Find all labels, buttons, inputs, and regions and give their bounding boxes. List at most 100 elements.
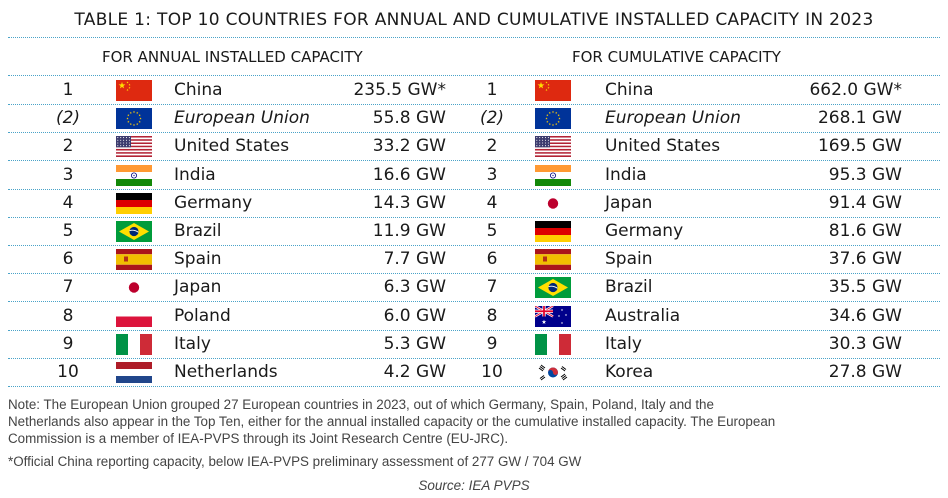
capacity-value: 5.3 GW	[383, 333, 446, 354]
rank: 3	[486, 164, 498, 185]
poland-flag-icon	[116, 305, 152, 327]
country-name: European Union	[174, 108, 310, 129]
capacity-value: 33.2 GW	[372, 136, 446, 157]
source-label: Source: IEA PVPS	[418, 478, 530, 493]
china-flag-icon	[535, 80, 571, 101]
netherlands-flag-icon	[116, 362, 152, 383]
china-flag-icon	[116, 80, 152, 101]
spain-flag-icon	[116, 249, 152, 271]
rank: (2)	[55, 108, 81, 129]
cumulative-row: 9 Italy 30.3 GW	[0, 330, 948, 358]
country-name: Japan	[174, 277, 222, 298]
germany-flag-icon	[535, 221, 571, 242]
row-divider	[8, 273, 940, 275]
country-name: Italy	[605, 333, 642, 354]
cumulative-row: 10 Korea 27.8 GW	[0, 358, 948, 386]
title-divider	[8, 37, 940, 38]
annual-row: 8 Poland 6.0 GW	[0, 302, 948, 330]
capacity-value: 4.2 GW	[383, 362, 446, 382]
row-divider	[8, 132, 940, 134]
rank: 4	[62, 192, 74, 213]
row-divider	[8, 329, 940, 331]
country-name: Spain	[605, 249, 653, 270]
country-name: Korea	[605, 362, 654, 382]
annual-row: 7 Japan 6.3 GW	[0, 273, 948, 301]
rank: 1	[62, 80, 74, 100]
rank: 7	[486, 277, 498, 298]
brazil-flag-icon	[116, 221, 152, 242]
row-divider	[8, 216, 940, 218]
row-divider	[8, 245, 940, 246]
rank: 5	[486, 221, 498, 241]
annual-row: 10 Netherlands 4.2 GW	[0, 358, 948, 386]
capacity-value: 55.8 GW	[372, 108, 446, 129]
country-name: European Union	[605, 108, 741, 129]
annual-header: FOR ANNUAL INSTALLED CAPACITY	[102, 48, 363, 66]
cumulative-row: 5 Germany 81.6 GW	[0, 217, 948, 245]
capacity-value: 95.3 GW	[828, 164, 902, 185]
brazil-flag-icon	[535, 277, 571, 299]
annual-row: 3 India 16.6 GW	[0, 161, 948, 189]
row-divider	[8, 160, 940, 162]
capacity-value: 6.3 GW	[383, 277, 446, 298]
country-name: India	[605, 164, 647, 185]
rank: 6	[62, 249, 74, 270]
cumulative-row: (2) European Union 268.1 GW	[0, 104, 948, 132]
row-divider	[8, 188, 940, 190]
row-divider	[8, 357, 940, 359]
country-name: China	[174, 80, 223, 100]
country-name: United States	[605, 136, 721, 157]
eu-flag-icon	[116, 108, 152, 130]
cumulative-row: 1 China 662.0 GW*	[0, 76, 948, 104]
india-flag-icon	[116, 164, 152, 186]
rank: 2	[62, 136, 74, 157]
cumulative-row: 4 Japan 91.4 GW	[0, 189, 948, 217]
annual-row: 6 Spain 7.7 GW	[0, 245, 948, 273]
rank: 7	[62, 277, 74, 298]
italy-flag-icon	[116, 333, 152, 355]
capacity-value: 268.1 GW	[817, 108, 902, 129]
capacity-value: 91.4 GW	[828, 192, 902, 213]
capacity-value: 16.6 GW	[372, 164, 446, 185]
country-name: Brazil	[605, 277, 653, 298]
country-name: Australia	[605, 305, 681, 326]
capacity-value: 34.6 GW	[828, 305, 902, 326]
country-name: Japan	[605, 192, 653, 213]
country-name: Germany	[174, 192, 253, 213]
capacity-value: 235.5 GW*	[353, 80, 446, 100]
country-name: Netherlands	[174, 362, 278, 382]
cumulative-header: FOR CUMULATIVE CAPACITY	[572, 48, 781, 66]
japan-flag-icon	[116, 277, 152, 299]
rank: 8	[62, 305, 74, 326]
annual-row: 2 United States 33.2 GW	[0, 132, 948, 160]
country-name: Spain	[174, 249, 222, 270]
usa-flag-icon	[535, 136, 571, 158]
rank: 10	[57, 362, 79, 382]
annual-row: 1 China 235.5 GW*	[0, 76, 948, 104]
capacity-value: 169.5 GW	[817, 136, 902, 157]
cumulative-row: 6 Spain 37.6 GW	[0, 245, 948, 273]
note-line-2: Netherlands also appear in the Top Ten, …	[8, 414, 776, 429]
eu-flag-icon	[535, 108, 571, 130]
table-title: TABLE 1: TOP 10 COUNTRIES FOR ANNUAL AND…	[74, 10, 874, 30]
cumulative-row: 2 United States 169.5 GW	[0, 132, 948, 160]
rank: 6	[486, 249, 498, 270]
japan-flag-icon	[535, 192, 571, 214]
capacity-value: 37.6 GW	[828, 249, 902, 270]
row-divider	[8, 301, 940, 303]
usa-flag-icon	[116, 136, 152, 158]
capacity-value: 35.5 GW	[828, 277, 902, 298]
rank: 2	[486, 136, 498, 157]
cumulative-row: 7 Brazil 35.5 GW	[0, 273, 948, 301]
footnote-china: *Official China reporting capacity, belo…	[8, 454, 582, 469]
country-name: China	[605, 80, 654, 100]
rank: (2)	[479, 108, 505, 129]
italy-flag-icon	[535, 333, 571, 355]
annual-row: (2) European Union 55.8 GW	[0, 104, 948, 132]
capacity-value: 662.0 GW*	[809, 80, 902, 100]
rank: 10	[481, 362, 503, 382]
rank: 5	[62, 221, 74, 241]
spain-flag-icon	[535, 249, 571, 271]
capacity-value: 6.0 GW	[383, 305, 446, 326]
cumulative-row: 3 India 95.3 GW	[0, 161, 948, 189]
